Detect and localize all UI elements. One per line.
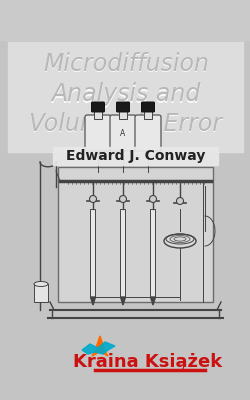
Text: Microdiffusion: Microdiffusion bbox=[43, 52, 208, 76]
Bar bbox=[34, 284, 48, 302]
Polygon shape bbox=[82, 342, 114, 354]
Bar bbox=[8, 42, 242, 152]
Polygon shape bbox=[90, 297, 95, 305]
Text: Edward J. Conway: Edward J. Conway bbox=[66, 149, 204, 163]
Polygon shape bbox=[92, 336, 108, 356]
Circle shape bbox=[119, 196, 126, 202]
Text: Analysis and: Analysis and bbox=[51, 84, 200, 108]
Ellipse shape bbox=[163, 234, 195, 248]
FancyBboxPatch shape bbox=[91, 102, 104, 112]
Text: Volumetric Error: Volumetric Error bbox=[29, 112, 222, 136]
FancyBboxPatch shape bbox=[85, 115, 110, 151]
Circle shape bbox=[89, 196, 96, 202]
Bar bbox=[120, 209, 125, 297]
FancyBboxPatch shape bbox=[141, 102, 154, 112]
FancyBboxPatch shape bbox=[110, 115, 136, 151]
Bar bbox=[0, 0, 250, 40]
Circle shape bbox=[176, 198, 183, 204]
Bar bbox=[53, 147, 217, 165]
FancyBboxPatch shape bbox=[134, 115, 160, 151]
Text: Analysis and: Analysis and bbox=[51, 82, 200, 106]
Text: Volumetric Error: Volumetric Error bbox=[29, 114, 222, 138]
Text: A: A bbox=[120, 128, 125, 138]
Text: Kraina Książek: Kraina Książek bbox=[73, 353, 222, 371]
FancyBboxPatch shape bbox=[116, 102, 129, 112]
Polygon shape bbox=[150, 297, 155, 305]
Polygon shape bbox=[120, 297, 125, 305]
Bar bbox=[144, 109, 152, 119]
Bar bbox=[90, 209, 95, 297]
Bar bbox=[150, 209, 155, 297]
Polygon shape bbox=[92, 336, 108, 356]
Bar bbox=[94, 109, 102, 119]
Circle shape bbox=[149, 196, 156, 202]
Ellipse shape bbox=[34, 282, 48, 286]
Text: Microdiffusion: Microdiffusion bbox=[43, 54, 208, 78]
Bar bbox=[58, 167, 212, 302]
Bar bbox=[118, 109, 126, 119]
